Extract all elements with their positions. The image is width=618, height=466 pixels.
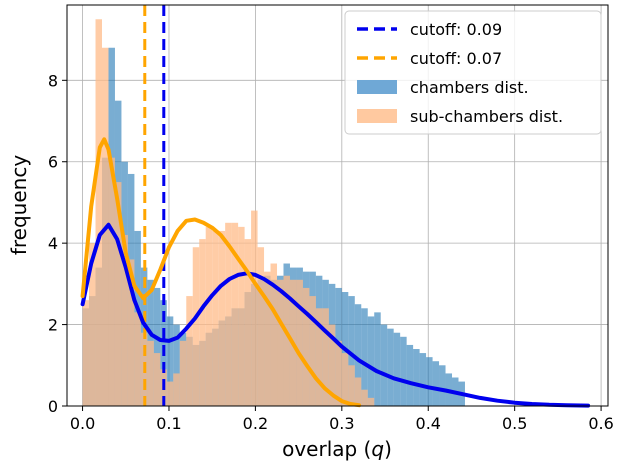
sub-chambers-bar-43 [361, 389, 368, 406]
sub-chambers-bar-7 [127, 259, 135, 406]
x-axis-ticks: 0.0 0.1 0.2 0.3 0.4 0.5 0.6 [70, 406, 614, 433]
sub-chambers-bar-16 [186, 296, 193, 406]
sub-chambers-kde-curve [80, 137, 362, 408]
legend: cutoff: 0.09 cutoff: 0.07 chambers dist.… [344, 10, 602, 135]
sub-chambers-bar-25 [244, 239, 252, 406]
plot-frame [66, 4, 609, 407]
sub-chambers-bar-5 [114, 182, 122, 406]
x-tick-label-4: 0.4 [416, 414, 441, 433]
sub-chambers-bar-27 [257, 247, 265, 406]
y-axis-ticks: 0 2 4 6 8 [48, 71, 67, 416]
chambers-bar-11 [153, 287, 161, 406]
sub-chambers-bar-22 [225, 222, 232, 406]
x-axis-label-variable: q [371, 437, 384, 461]
sub-chambers-bar-6 [121, 235, 128, 406]
y-tick-label-1: 2 [48, 316, 58, 335]
chambers-bar-48 [393, 332, 401, 406]
legend-label-sub-chambers: sub-chambers dist. [410, 107, 563, 126]
chambers-bar-47 [387, 328, 394, 406]
sub-chambers-bar-37 [322, 308, 329, 406]
sub-chambers-bar-2 [95, 19, 103, 407]
sub-chambers-bar-18 [199, 239, 206, 406]
x-tick-label-3: 0.3 [329, 414, 354, 433]
chambers-bar-49 [400, 336, 407, 406]
x-tick-label-2: 0.2 [243, 414, 268, 433]
sub-chambers-bar-21 [218, 230, 226, 406]
kde-curves [80, 137, 591, 408]
sub-chambers-bar-33 [296, 279, 303, 406]
y-tick-label-3: 6 [48, 153, 58, 172]
y-tick-label-0: 0 [48, 397, 58, 416]
sub-chambers-bar-38 [328, 324, 336, 406]
chambers-bar-51 [413, 349, 420, 406]
chambers-bar-14 [173, 324, 180, 406]
sub-chambers-bar-31 [283, 275, 290, 406]
sub-chambers-bar-23 [231, 222, 239, 406]
chambers-bar-55 [439, 365, 446, 406]
sub-chambers-bar-42 [354, 377, 362, 406]
legend-label-chambers: chambers dist. [410, 78, 529, 97]
sub-chambers-bar-1 [89, 243, 96, 406]
y-tick-label-2: 4 [48, 234, 58, 253]
sub-chambers-bar-0 [82, 300, 90, 406]
sub-chambers-bar-15 [179, 340, 187, 406]
sub-chambers-bar-34 [302, 287, 310, 406]
chambers-bar-42 [354, 304, 362, 406]
sub-chambers-bar-4 [108, 157, 115, 406]
sub-chambers-bar-28 [264, 271, 271, 406]
sub-chambers-bar-29 [270, 263, 278, 406]
chambers-bar-53 [426, 357, 433, 406]
chambers-bar-52 [419, 353, 427, 406]
chambers-bar-45 [374, 312, 381, 406]
legend-label-cutoff-009: cutoff: 0.09 [410, 20, 502, 39]
x-tick-label-1: 0.1 [156, 414, 181, 433]
x-axis-label: overlap (q) [282, 437, 392, 461]
sub-chambers-bar-26 [251, 210, 258, 406]
chambers-bar-54 [432, 361, 440, 406]
sub-chambers-bar-44 [367, 397, 375, 406]
chambers-bar-46 [380, 324, 388, 406]
legend-label-cutoff-007: cutoff: 0.07 [410, 49, 502, 68]
chambers-bar-41 [348, 296, 355, 406]
x-axis-label-text: overlap ( [282, 437, 371, 461]
x-tick-label-6: 0.6 [588, 414, 613, 433]
x-tick-label-5: 0.5 [502, 414, 527, 433]
sub-chambers-bar-11 [153, 353, 161, 406]
sub-chambers-bar-39 [335, 340, 342, 406]
sub-chambers-bar-40 [341, 353, 349, 406]
chambers-bar-44 [367, 316, 375, 406]
chambers-bar-43 [361, 308, 368, 406]
sub-chambers-bar-41 [348, 365, 355, 406]
legend-swatch-sub-chambers [357, 109, 397, 123]
y-axis-label: frequency [7, 155, 31, 255]
sub-chambers-bar-8 [134, 312, 141, 406]
chambers-bar-13 [166, 316, 174, 406]
legend-box [344, 10, 602, 135]
sub-chambers-bar-19 [205, 226, 213, 406]
x-tick-label-0: 0.0 [70, 414, 95, 433]
sub-chambers-bar-35 [309, 296, 316, 406]
y-tick-label-4: 8 [48, 71, 58, 90]
sub-chambers-bar-30 [277, 279, 284, 406]
sub-chambers-bar-20 [212, 230, 219, 406]
chambers-kde-curve [80, 222, 591, 408]
sub-chambers-bar-14 [173, 373, 180, 406]
chambers-bar-50 [406, 344, 414, 406]
legend-swatch-chambers [357, 80, 397, 94]
sub-chambers-bar-24 [238, 226, 245, 406]
sub-chambers-bar-10 [147, 340, 154, 406]
sub-chambers-bar-36 [315, 308, 323, 406]
x-axis-label-close: ) [384, 437, 392, 461]
sub-chambers-bar-13 [166, 381, 174, 406]
sub-chambers-bar-17 [192, 247, 200, 406]
